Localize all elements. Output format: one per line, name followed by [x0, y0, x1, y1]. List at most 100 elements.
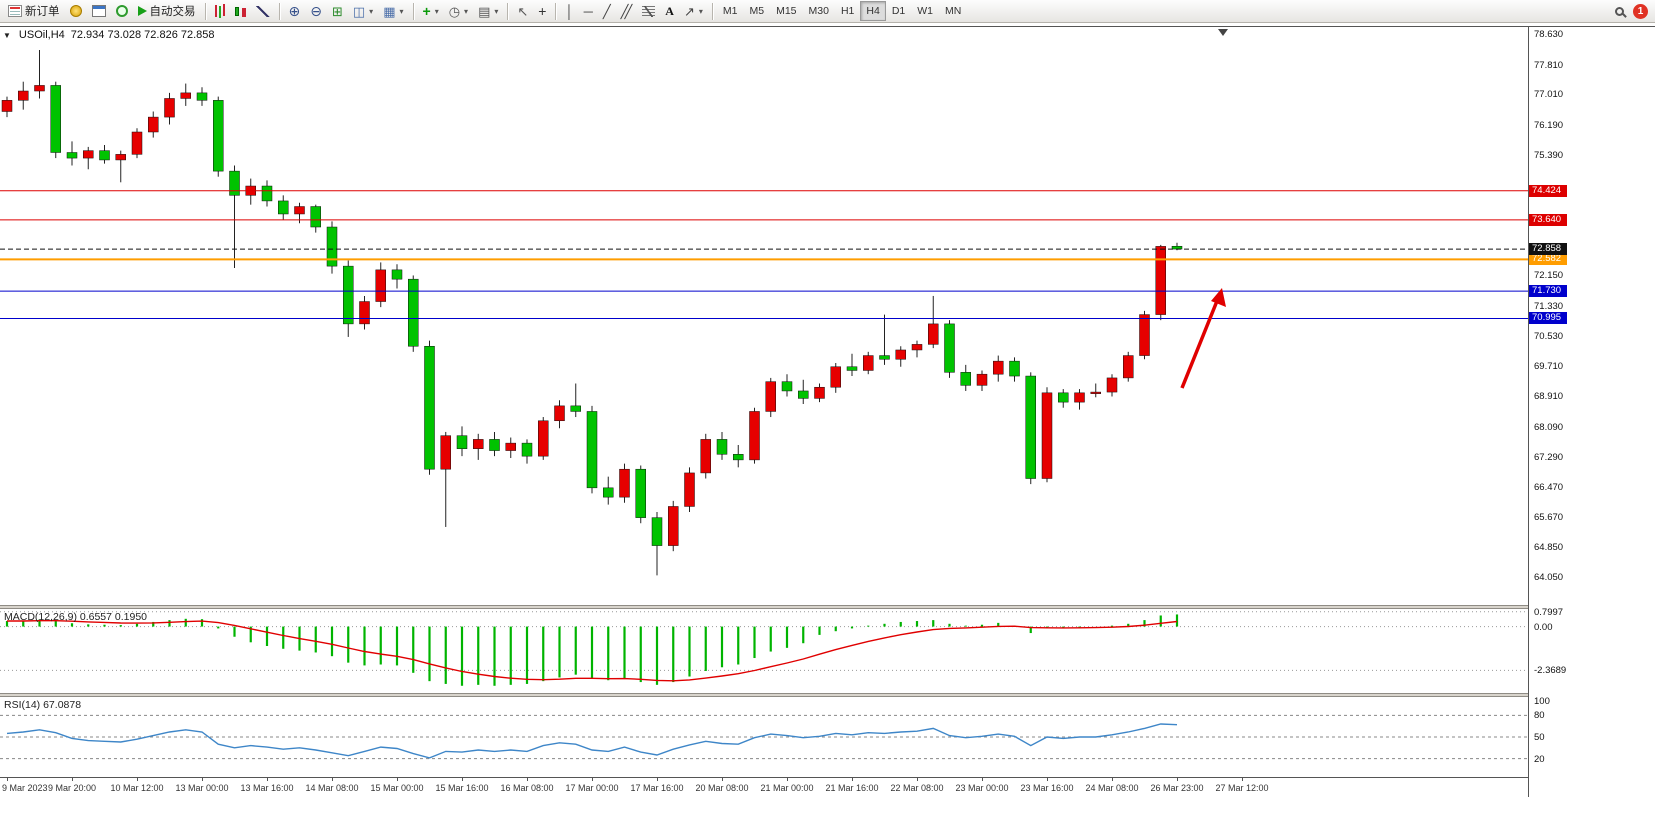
search-icon [1615, 6, 1624, 16]
timeframe-m1[interactable]: M1 [717, 1, 744, 21]
time-tick [592, 778, 593, 781]
crosshair-button[interactable]: + [533, 1, 551, 21]
price-tick: 77.810 [1534, 59, 1564, 71]
rsi-pane[interactable]: RSI(14) 67.0878 [0, 697, 1528, 777]
time-tick [267, 778, 268, 781]
cursor-button[interactable]: ↖ [512, 1, 533, 21]
zoom-in-icon: ⊕ [288, 3, 301, 19]
cursor-icon: ↖ [517, 3, 529, 19]
main-chart-pane[interactable]: ▼ USOil,H4 72.934 73.028 72.826 72.858 [0, 27, 1528, 605]
time-label: 27 Mar 12:00 [1215, 783, 1269, 793]
window-tile-button[interactable]: ▦ ▾ [378, 1, 408, 21]
timeframe-h4[interactable]: H4 [860, 1, 886, 21]
vertical-line-button[interactable]: │ [560, 1, 578, 21]
timeframe-m30[interactable]: M30 [803, 1, 835, 21]
rsi-scale-tick: 50 [1534, 732, 1545, 743]
chevron-down-icon: ▾ [494, 6, 499, 16]
time-label: 16 Mar 08:00 [500, 783, 554, 793]
indicators-button[interactable]: + ▾ [418, 1, 444, 21]
market-watch-button[interactable] [65, 1, 87, 21]
time-tick [7, 778, 8, 781]
main-toolbar: 新订单 自动交易 ⊕ ⊖ ⊞ [0, 0, 1655, 23]
pane-splitter[interactable] [0, 693, 1655, 697]
time-tick [397, 778, 398, 781]
bar-chart-icon [214, 5, 217, 17]
new-order-button[interactable]: 新订单 [3, 1, 65, 21]
trendline-button[interactable]: ╱ [598, 1, 616, 21]
coins-icon [69, 5, 82, 17]
macd-pane[interactable]: MACD(12,26,9) 0.6557 0.1950 [0, 609, 1528, 693]
main-chart-canvas[interactable] [0, 27, 1528, 605]
refresh-button[interactable] [111, 1, 133, 21]
time-label: 23 Mar 16:00 [1020, 783, 1074, 793]
channel-button[interactable]: ╱╱ [616, 1, 638, 21]
trendline-icon: ╱ [602, 3, 611, 19]
notification-badge[interactable]: 1 [1633, 3, 1648, 19]
support-price-tag: 70.995 [1529, 312, 1567, 325]
channel-icon: ╱╱ [620, 3, 632, 19]
macd-canvas[interactable] [0, 609, 1528, 693]
arrows-tool-button[interactable]: ↗ ▾ [679, 1, 708, 21]
add-indicator-icon: + [422, 3, 431, 19]
timeframe-h1[interactable]: H1 [835, 1, 860, 21]
rsi-scale-tick: 80 [1534, 710, 1545, 722]
auto-trading-button[interactable]: 自动交易 [133, 1, 201, 21]
time-tick [1242, 778, 1243, 781]
price-axis[interactable]: 78.630 77.810 77.010 76.190 75.390 72.150 71.3… [1528, 27, 1655, 797]
timeframe-mn[interactable]: MN [939, 1, 967, 21]
pane-splitter[interactable] [0, 605, 1655, 609]
time-label: 22 Mar 08:00 [890, 783, 944, 793]
vertical-line-icon: │ [565, 3, 574, 19]
time-label: 10 Mar 12:00 [110, 783, 164, 793]
time-label: 17 Mar 00:00 [565, 783, 619, 793]
text-tool-button[interactable]: A [660, 1, 679, 21]
time-tick [527, 778, 528, 781]
zoom-in-button[interactable]: ⊕ [284, 1, 306, 21]
support-price-tag: 71.730 [1529, 285, 1567, 298]
auto-arrange-button[interactable]: ⊞ [327, 1, 348, 21]
templates-button[interactable]: ▤ ▾ [473, 1, 503, 21]
rsi-label: RSI(14) 67.0878 [4, 699, 82, 711]
bar-chart-button[interactable] [210, 1, 230, 21]
candlestick-chart-button[interactable] [230, 1, 251, 21]
time-tick [982, 778, 983, 781]
timeframe-m15[interactable]: M15 [770, 1, 802, 21]
window-cascade-button[interactable]: ◫ ▾ [348, 1, 378, 21]
horizontal-line-button[interactable]: ─ [579, 1, 598, 21]
price-tick: 64.050 [1534, 572, 1564, 584]
one-click-trading-toggle[interactable]: ▼ [3, 30, 11, 40]
price-tick: 64.850 [1534, 542, 1564, 554]
time-label: 26 Mar 23:00 [1150, 783, 1204, 793]
auto-trading-label: 自动交易 [149, 6, 196, 18]
periods-button[interactable]: ◷ ▾ [444, 1, 473, 21]
fibonacci-icon [642, 5, 656, 17]
search-button[interactable] [1610, 1, 1629, 21]
chevron-down-icon: ▾ [698, 6, 703, 16]
time-axis[interactable]: 9 Mar 2023 9 Mar 20:00 10 Mar 12:00 13 Mar … [0, 777, 1655, 797]
time-label: 15 Mar 16:00 [435, 783, 489, 793]
zoom-out-button[interactable]: ⊖ [305, 1, 327, 21]
clock-icon: ◷ [448, 3, 461, 19]
time-tick [72, 778, 73, 781]
time-label: 23 Mar 00:00 [955, 783, 1009, 793]
time-label: 14 Mar 08:00 [305, 783, 359, 793]
chart-window-button[interactable] [87, 1, 111, 21]
macd-label: MACD(12,26,9) 0.6557 0.1950 [4, 611, 148, 623]
line-chart-button[interactable] [251, 1, 275, 21]
timeframe-m5[interactable]: M5 [743, 1, 770, 21]
timeframe-w1[interactable]: W1 [911, 1, 939, 21]
chevron-down-icon: ▾ [464, 6, 469, 16]
rsi-scale-tick: 20 [1534, 753, 1545, 765]
symbol-period-label: USOil,H4 [18, 29, 65, 41]
chart-shift-marker[interactable] [1218, 29, 1228, 36]
rsi-canvas[interactable] [0, 697, 1528, 777]
time-tick [917, 778, 918, 781]
time-tick [1047, 778, 1048, 781]
toolbar-separator [204, 2, 206, 20]
fibonacci-button[interactable] [637, 1, 660, 21]
arrow-tool-icon: ↗ [683, 3, 695, 19]
timeframe-d1[interactable]: D1 [886, 1, 911, 21]
new-order-icon [8, 5, 22, 17]
play-icon [137, 6, 147, 16]
